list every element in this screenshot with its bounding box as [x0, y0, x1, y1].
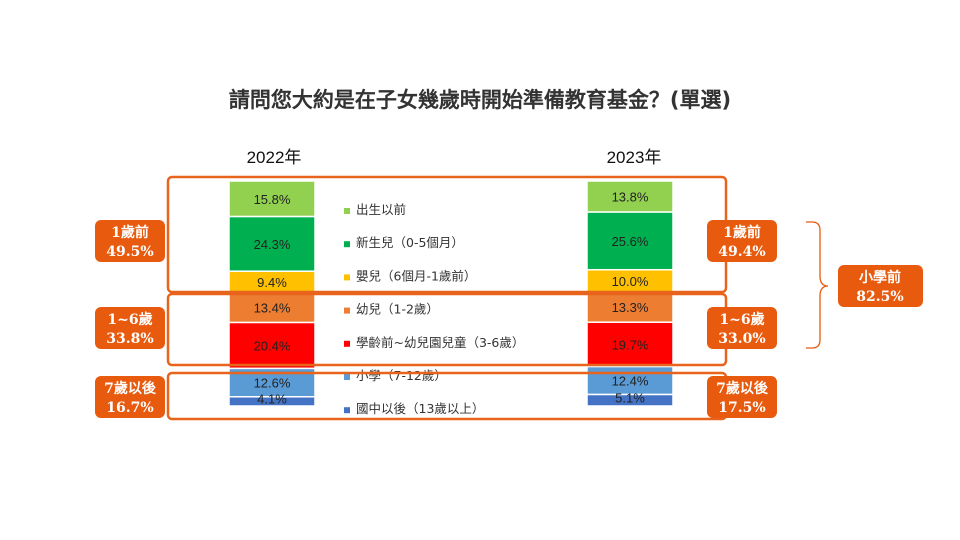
group-badge-left [95, 220, 165, 262]
bar-segment [586, 291, 674, 323]
data-label: 19.7% [612, 337, 649, 352]
group-label: 7歲以後 [104, 380, 157, 397]
legend-swatch [344, 407, 350, 414]
data-label: 12.6% [254, 376, 291, 391]
group-badge-right [707, 376, 777, 418]
legend-swatch [344, 208, 350, 214]
data-label: 13.8% [612, 190, 649, 205]
bars: 2022年 15.8% 24.3% 9.4% 13.4% 20.4% 12.6%4.1% 20… [228, 148, 674, 407]
group-value: 33.0% [718, 331, 765, 347]
preschool-value: 82.5% [856, 289, 903, 305]
data-label: 20.4% [254, 338, 291, 353]
bracket-line [806, 221, 829, 349]
data-label: 4.1% [257, 391, 287, 406]
bar-segment [586, 211, 674, 271]
group-badge-left [95, 376, 165, 418]
group-value: 49.4% [718, 244, 765, 260]
bar-segment [586, 393, 674, 407]
bar-segment [586, 180, 674, 213]
legend-label: 小學（7-12歲） [356, 368, 447, 383]
bar-segment [228, 291, 316, 324]
bar-segment [228, 396, 316, 407]
legend-swatch [344, 340, 350, 347]
category-label: 2022年 [247, 148, 302, 167]
preschool-label: 小學前 [859, 269, 901, 286]
group-label: 1~6歲 [719, 311, 764, 328]
group-badge-right [707, 307, 777, 349]
group-value: 17.5% [718, 400, 765, 416]
data-label: 13.3% [612, 300, 649, 315]
data-label: 13.4% [254, 300, 291, 315]
legend-label: 幼兒（1-2歲） [356, 302, 439, 317]
group-label: 1歲前 [111, 224, 149, 241]
group-value: 16.7% [106, 400, 153, 416]
bar-segment [228, 215, 316, 272]
legend-swatch [344, 374, 350, 380]
chart-title: 請問您大約是在子女幾歲時開始準備教育基金？(單選) [229, 88, 731, 112]
legend-label: 嬰兒（6個月-1歲前） [356, 268, 476, 283]
group-badge-right [707, 220, 777, 262]
legend-swatch [344, 274, 350, 281]
data-label: 25.6% [612, 234, 649, 249]
preschool-badge [838, 265, 923, 307]
legend-swatch [344, 241, 350, 248]
legend-label: 出生以前 [356, 202, 406, 217]
data-label: 9.4% [257, 275, 287, 290]
data-label: 5.1% [615, 390, 645, 405]
category-label: 2023年 [607, 148, 662, 167]
group-label: 1歲前 [723, 224, 761, 241]
group-value: 33.8% [106, 331, 153, 347]
preschool-bracket: 小學前 82.5% [806, 221, 923, 349]
group-badge-left [95, 307, 165, 349]
legend-swatch [344, 307, 350, 314]
bar-segment [586, 365, 674, 396]
bar-segment [228, 180, 316, 218]
group-badges: 1歲前 49.5% 1歲前 49.4% 1~6歲 33.8% 1~6歲 33.0% 7歲以後 16… [95, 220, 777, 418]
group-label: 1~6歲 [107, 311, 152, 328]
group-label: 7歲以後 [716, 380, 769, 397]
legend-label: 國中以後（13歲以上） [356, 401, 484, 416]
data-label: 15.8% [254, 192, 291, 207]
data-label: 12.4% [612, 374, 649, 389]
legend-label: 新生兒（0-5個月） [356, 235, 464, 250]
bar-segment [228, 321, 316, 370]
data-label: 24.3% [254, 237, 291, 252]
data-label: 10.0% [612, 274, 649, 289]
legend-label: 學齡前~幼兒園兒童（3-6歲） [356, 335, 524, 350]
group-value: 49.5% [106, 244, 153, 260]
